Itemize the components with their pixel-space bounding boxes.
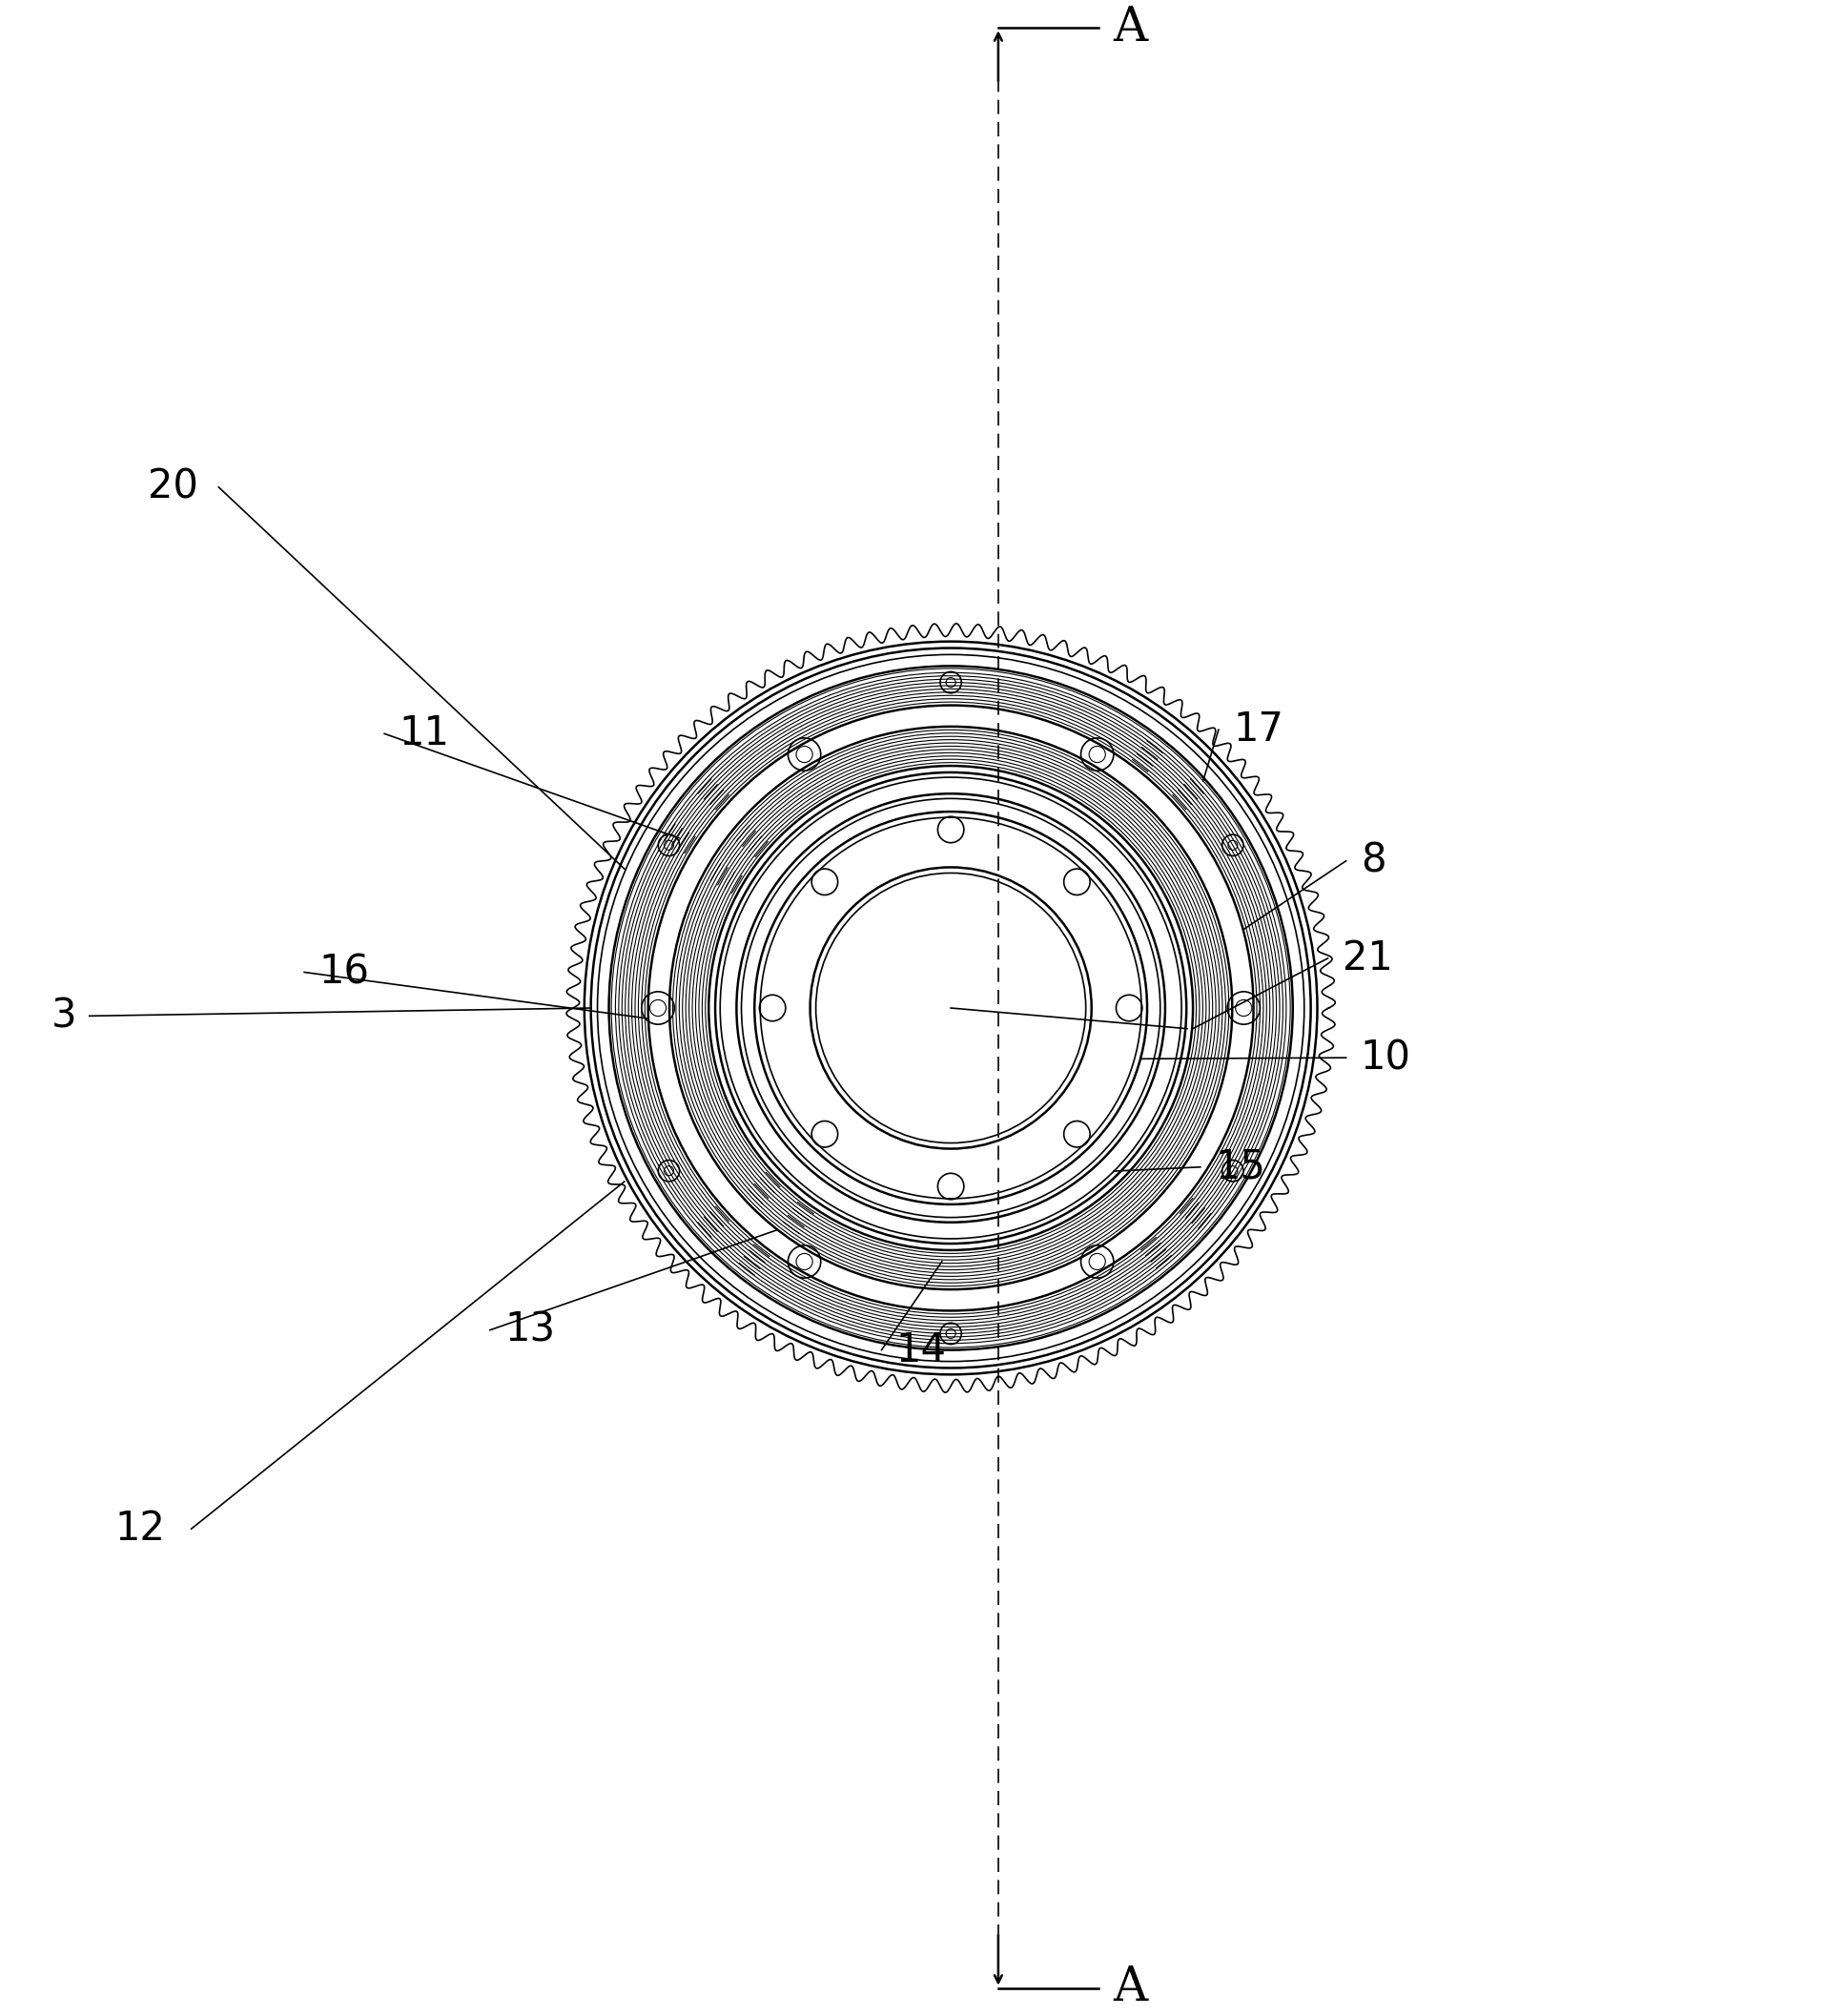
Text: 14: 14 [896, 1331, 948, 1371]
Text: 12: 12 [115, 1508, 166, 1548]
Text: 3: 3 [52, 996, 76, 1036]
Text: 16: 16 [320, 952, 369, 992]
Text: 8: 8 [1361, 841, 1385, 881]
Text: A: A [1114, 4, 1147, 52]
Text: 10: 10 [1361, 1038, 1411, 1079]
Text: 20: 20 [148, 468, 198, 508]
Text: 11: 11 [399, 714, 449, 754]
Text: 15: 15 [1215, 1147, 1265, 1187]
Text: 17: 17 [1234, 710, 1284, 750]
Text: A: A [1114, 1964, 1147, 2012]
Text: 13: 13 [504, 1310, 556, 1351]
Text: 21: 21 [1343, 937, 1393, 978]
